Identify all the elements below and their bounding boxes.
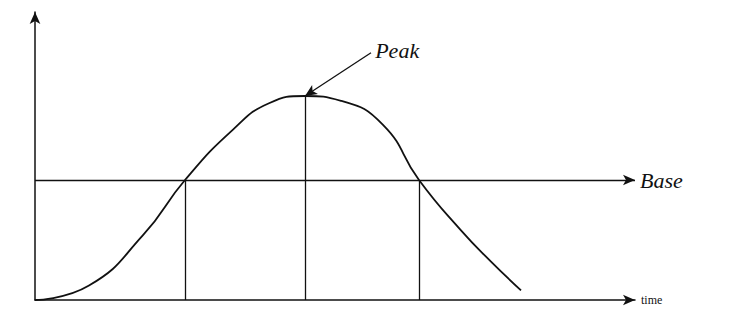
svg-text:Base: Base: [640, 168, 683, 193]
svg-text:Peak: Peak: [374, 38, 420, 63]
svg-text:time: time: [641, 293, 662, 307]
